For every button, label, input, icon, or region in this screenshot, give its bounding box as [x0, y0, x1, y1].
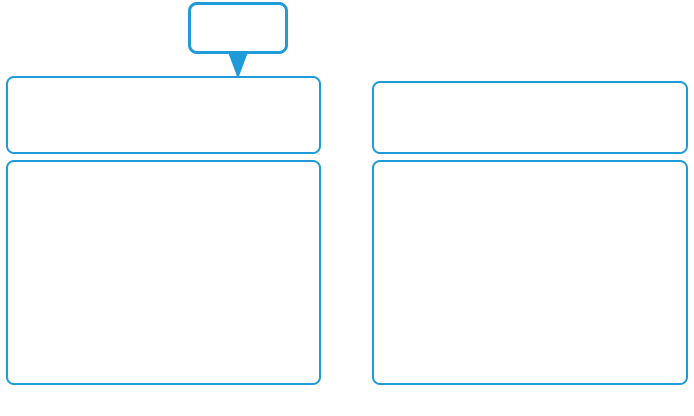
b2-color-panel	[372, 160, 688, 385]
b1-bk-panel	[6, 76, 321, 154]
b2-bk-panel-blank	[372, 81, 688, 154]
callout-pointer-icon	[228, 52, 248, 79]
magnified-grid-pattern	[191, 5, 285, 51]
b1-color-panel	[6, 160, 321, 385]
magnified-grid-callout	[188, 2, 288, 54]
